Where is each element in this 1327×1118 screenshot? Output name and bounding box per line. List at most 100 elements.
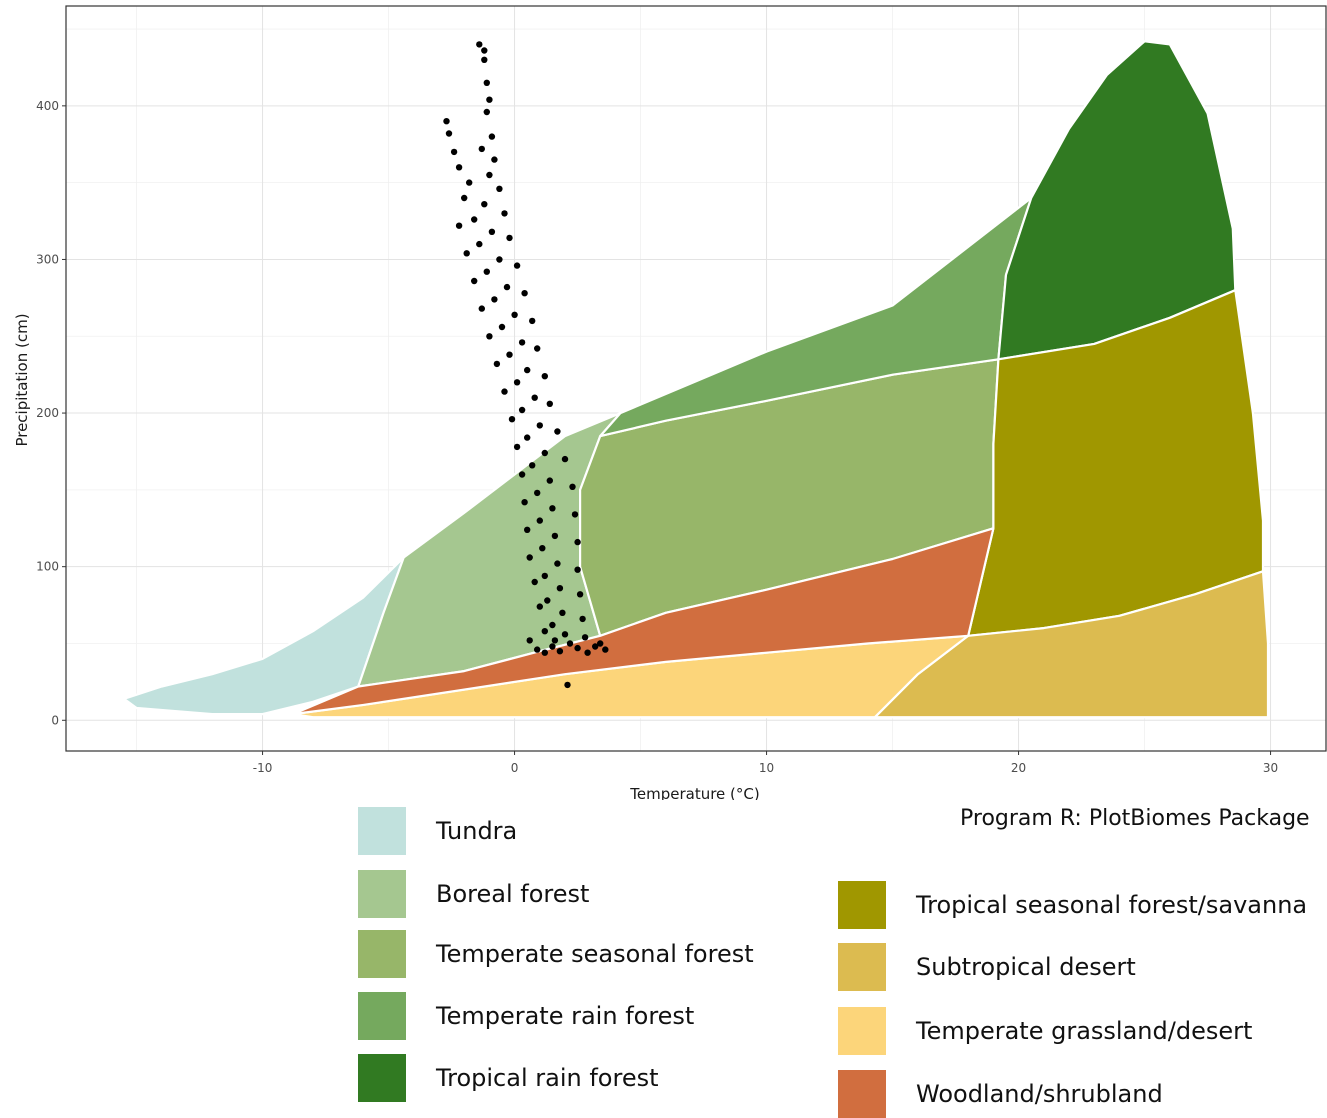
data-point [508,416,516,423]
legend-label: Tropical seasonal forest/savanna [916,891,1308,919]
data-point [566,640,574,647]
data-point [476,240,483,248]
legend-swatch [838,1007,886,1055]
biome-region-woodland-shrubland [291,527,995,716]
data-point [549,643,556,650]
x-axis-title: Temperature (°C) [629,785,759,800]
data-point [536,603,543,610]
data-point [481,47,488,54]
legend-item-temperate-rain-forest: Temperate rain forest [358,992,694,1040]
data-point [488,133,496,140]
data-point [574,644,581,652]
data-point [466,179,473,186]
data-point [455,164,463,171]
data-point [561,631,569,638]
data-point [551,637,559,644]
data-point [443,118,450,125]
data-point [561,455,569,463]
data-point [524,366,531,374]
data-point [483,268,490,275]
data-point [541,628,548,635]
data-point [536,422,543,429]
data-point [576,591,584,598]
plot-panel-border [65,5,1327,752]
data-point [541,572,548,580]
data-point [549,621,556,629]
data-point [491,156,498,163]
legend-label: Boreal forest [436,880,590,908]
data-point [501,388,508,395]
biome-regions [122,40,1270,719]
legend-swatch [838,943,886,991]
legend-item-boreal-forest: Boreal forest [358,870,589,918]
data-point [481,56,488,63]
data-point [511,311,518,318]
y-tick-label: 0 [51,713,59,727]
data-point [584,649,591,656]
legend-item-tropical-rain-forest: Tropical rain forest [358,1054,659,1102]
data-point [556,648,564,655]
legend-swatch [358,807,406,855]
data-point [491,296,498,303]
legend-item-temperate-seasonal-forest: Temperate seasonal forest [358,930,754,978]
x-tick-label: -10 [253,761,273,775]
data-point [483,79,490,87]
legend-item-woodland-shrubland: Woodland/shrubland [838,1070,1163,1118]
legend-label: Temperate rain forest [436,1002,695,1030]
data-point [496,185,503,192]
legend-swatch [838,1070,886,1118]
data-point [541,449,548,457]
data-point [529,317,536,325]
data-point [592,643,599,650]
legend-label: Tropical rain forest [436,1064,659,1092]
data-point [556,585,564,592]
scatter-points [443,41,609,689]
data-point [518,339,526,346]
x-tick-label: 10 [759,761,774,775]
data-point [574,566,581,573]
data-point [486,333,493,340]
legend-label: Woodland/shrubland [916,1080,1163,1108]
data-point [551,532,559,540]
data-point [503,283,511,291]
data-point [486,171,493,179]
data-point [506,351,513,358]
data-point [478,145,485,153]
data-point [521,499,528,506]
legend-label: Temperate seasonal forest [436,940,754,968]
data-point [463,250,470,257]
y-tick-label: 400 [36,99,59,113]
y-tick-label: 300 [36,252,59,266]
data-point [531,394,538,401]
data-point [574,538,581,546]
legend-item-temperate-grassland-desert: Temperate grassland/desert [838,1007,1252,1055]
y-tick-label: 200 [36,406,59,420]
data-point [531,578,538,586]
legend-swatch [838,881,886,929]
data-point [513,262,521,269]
legend-item-subtropical-desert: Subtropical desert [838,943,1136,991]
x-tick-label: 20 [1011,761,1026,775]
data-point [549,505,556,512]
data-point [524,434,531,441]
data-point [524,526,531,533]
x-tick-label: 30 [1263,761,1278,775]
data-point [534,646,541,653]
legend-label: Temperate grassland/desert [916,1017,1253,1045]
data-point [476,41,483,48]
x-tick-label: 0 [511,761,519,775]
data-point [450,148,458,156]
legend-swatch [358,1054,406,1102]
data-point [529,462,536,469]
data-point [559,609,566,616]
data-point [506,234,513,242]
legend-swatch [358,870,406,918]
data-point [526,637,533,644]
data-point [455,222,463,229]
data-point [546,400,553,407]
y-axis-title: Precipitation (cm) [13,313,31,446]
data-point [486,96,493,103]
data-point [541,373,548,380]
